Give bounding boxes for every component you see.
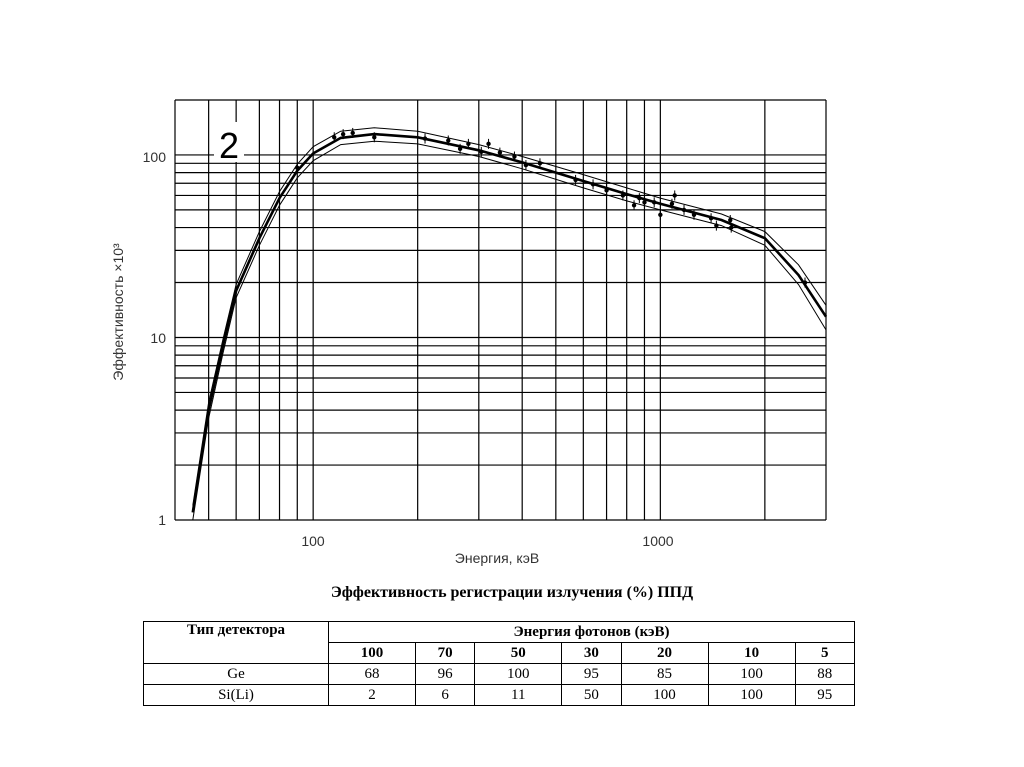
header-photon-energy: Энергия фотонов (кэВ) xyxy=(328,621,855,643)
efficiency-cell: 6 xyxy=(415,684,476,706)
y-tick-10: 10 xyxy=(150,330,166,346)
efficiency-cell: 88 xyxy=(794,663,856,685)
detector-type-cell: Ge xyxy=(143,663,329,685)
data-point xyxy=(486,141,491,147)
efficiency-cell: 95 xyxy=(794,684,856,706)
detector-type-cell: Si(Li) xyxy=(143,684,329,706)
efficiency-table: Тип детектора Энергия фотонов (кэВ) 100 7… xyxy=(143,621,856,706)
efficiency-cell: 100 xyxy=(474,663,563,685)
energy-header-cell: 20 xyxy=(620,642,709,664)
data-point xyxy=(497,150,503,155)
y-tick-100: 100 xyxy=(143,149,167,165)
data-point xyxy=(446,138,451,143)
energy-header-cell: 5 xyxy=(794,642,856,664)
efficiency-cell: 50 xyxy=(561,684,622,706)
data-point xyxy=(637,195,642,201)
data-point xyxy=(604,188,609,193)
data-point xyxy=(651,200,657,205)
data-point xyxy=(708,216,714,221)
data-point xyxy=(332,135,337,140)
curve-lower xyxy=(192,140,827,521)
data-point xyxy=(669,201,675,206)
data-point xyxy=(466,141,471,147)
data-point xyxy=(340,131,346,137)
data-point xyxy=(672,193,677,198)
curve-fit xyxy=(191,132,828,513)
efficiency-cell: 100 xyxy=(707,684,796,706)
data-point xyxy=(802,280,808,285)
data-point xyxy=(573,177,578,183)
efficiency-cell: 100 xyxy=(620,684,709,706)
data-point xyxy=(350,130,355,136)
data-point xyxy=(457,146,463,152)
data-point xyxy=(537,161,543,166)
energy-header-cell: 10 xyxy=(707,642,796,664)
data-point xyxy=(372,135,377,140)
data-point xyxy=(691,212,697,217)
data-point xyxy=(658,212,663,217)
data-point xyxy=(523,162,529,168)
energy-header-cell: 70 xyxy=(415,642,476,664)
x-tick-1000: 1000 xyxy=(642,533,673,549)
efficiency-cell: 95 xyxy=(561,663,622,685)
x-axis-label: Энергия, кэВ xyxy=(455,550,539,566)
efficiency-cell: 85 xyxy=(620,663,709,685)
efficiency-cell: 100 xyxy=(707,663,796,685)
efficiency-cell: 2 xyxy=(327,684,417,706)
data-point xyxy=(620,193,626,198)
energy-header-cell: 50 xyxy=(474,642,563,664)
data-point xyxy=(729,225,734,230)
data-point xyxy=(631,203,637,208)
data-point xyxy=(295,165,300,171)
energy-header-cell: 100 xyxy=(327,642,417,664)
data-point xyxy=(728,217,733,223)
header-detector-type: Тип детектора xyxy=(143,621,329,664)
panel-label: 2 xyxy=(219,125,239,166)
data-point xyxy=(512,154,517,159)
efficiency-chart: 2 100 1000 1 10 100 Энергия, кэВ Эффекти… xyxy=(110,99,828,566)
y-tick-1: 1 xyxy=(158,512,166,528)
energy-header-cell: 30 xyxy=(561,642,622,664)
data-point xyxy=(422,136,428,141)
data-point xyxy=(714,223,719,228)
efficiency-cell: 68 xyxy=(327,663,417,685)
data-point xyxy=(642,200,647,205)
efficiency-cell: 11 xyxy=(474,684,563,706)
efficiency-cell: 96 xyxy=(415,663,476,685)
table-caption: Эффективность регистрации излучения (%) … xyxy=(330,584,694,601)
curve-upper xyxy=(192,127,827,506)
data-point xyxy=(681,207,687,213)
data-point xyxy=(479,149,484,155)
y-axis-label: Эффективность ×10³ xyxy=(110,243,126,381)
data-point xyxy=(590,182,596,187)
x-tick-100: 100 xyxy=(301,533,325,549)
